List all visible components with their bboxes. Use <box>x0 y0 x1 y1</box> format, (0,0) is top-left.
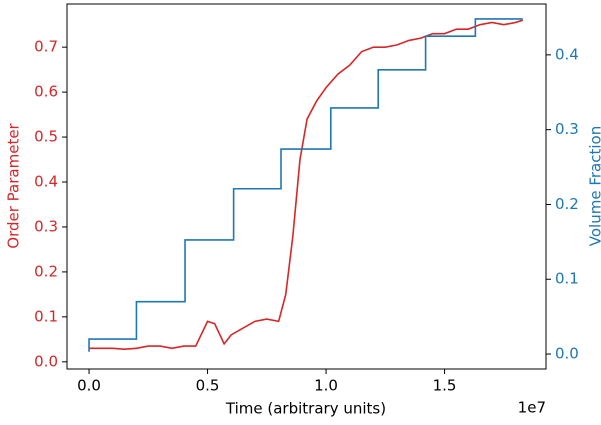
y-tick-label: 0.0 <box>34 352 58 370</box>
line <box>89 19 523 352</box>
x-tick-label: 0.0 <box>77 377 101 395</box>
y2-tick-label: 0.0 <box>555 345 579 363</box>
x-tick-label: 0.5 <box>196 377 220 395</box>
y2-axis-label: Volume Fraction <box>587 126 601 246</box>
y2-tick-label: 0.1 <box>555 270 579 288</box>
y-tick-label: 0.3 <box>34 217 58 235</box>
y-tick-label: 0.4 <box>34 173 58 191</box>
y2-tick-label: 0.3 <box>555 120 579 138</box>
y-axis-label: Order Parameter <box>5 122 23 248</box>
y2-tick-label: 0.4 <box>555 45 579 63</box>
plot-frame <box>67 4 546 369</box>
x-tick-label: 1.0 <box>314 377 338 395</box>
y-tick-label: 0.5 <box>34 128 58 146</box>
y2-tick-label: 0.2 <box>555 195 579 213</box>
x-tick-label: 1.5 <box>433 377 457 395</box>
x-offset-label: 1e7 <box>518 399 546 417</box>
y-tick-label: 0.2 <box>34 262 58 280</box>
x-axis-label: Time (arbitrary units) <box>225 400 386 418</box>
line <box>89 20 523 349</box>
y-tick-label: 0.1 <box>34 307 58 325</box>
y-tick-label: 0.7 <box>34 38 58 56</box>
y-tick-label: 0.6 <box>34 83 58 101</box>
